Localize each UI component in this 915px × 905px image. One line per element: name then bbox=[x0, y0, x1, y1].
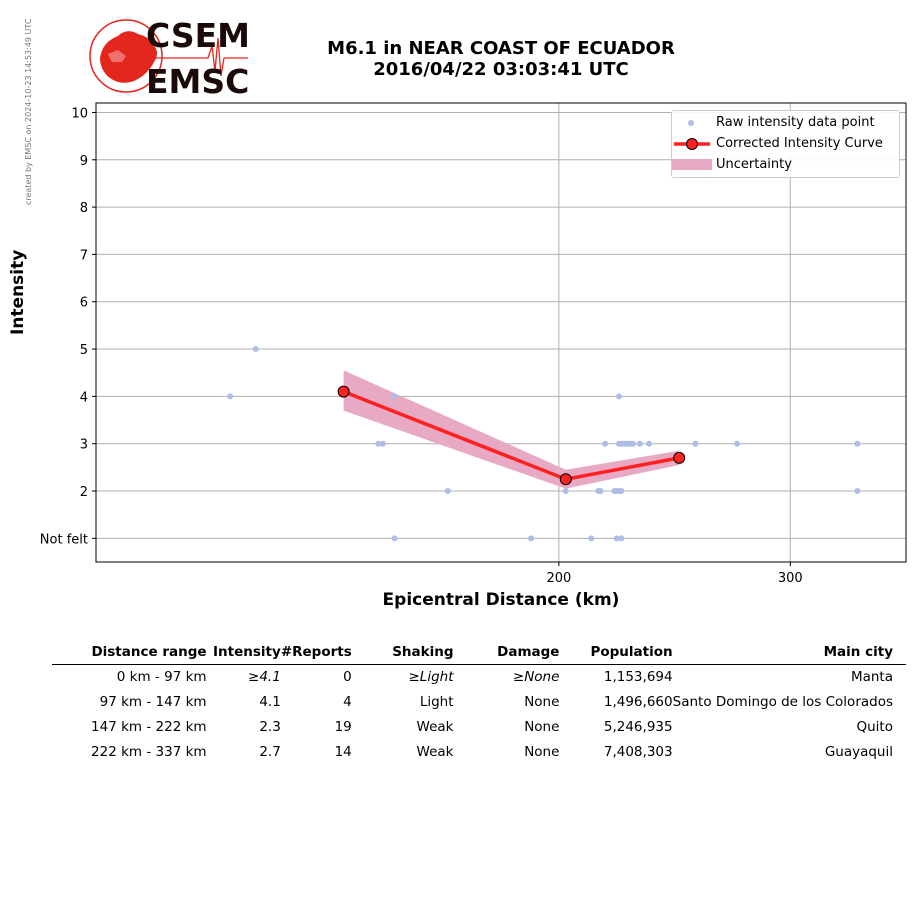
cell-city: Manta bbox=[850, 669, 893, 685]
y-tick-label: 3 bbox=[80, 438, 88, 453]
raw-data-point bbox=[562, 488, 569, 495]
raw-data-point bbox=[602, 440, 609, 447]
legend-item-uncertainty: Uncertainty bbox=[672, 155, 897, 175]
cell-range: 222 km - 337 km bbox=[91, 744, 207, 760]
raw-data-point bbox=[444, 488, 451, 495]
cell-damage: None bbox=[524, 719, 560, 735]
cell-city: Santo Domingo de los Colorados bbox=[672, 694, 893, 710]
cell-city: Quito bbox=[856, 719, 894, 735]
header-population: Population bbox=[559, 642, 673, 665]
raw-data-point bbox=[618, 488, 625, 495]
header-main-city: Main city bbox=[672, 642, 906, 665]
intensity-table: Distance range Intensity #Reports Shakin… bbox=[52, 642, 906, 765]
chart-title-line2: 2016/04/22 03:03:41 UTC bbox=[373, 59, 629, 80]
y-axis-label: Intensity bbox=[8, 249, 28, 335]
cell-shaking: ≥Light bbox=[408, 669, 454, 685]
y-tick-label: Not felt bbox=[40, 532, 88, 547]
table-row: 97 km - 147 km 4.1 4 Light None 1,496,660 Sant… bbox=[52, 690, 906, 715]
raw-data-point bbox=[616, 393, 623, 400]
svg-text:EMSC: EMSC bbox=[146, 62, 249, 98]
chart-title: M6.1 in NEAR COAST OF ECUADOR 2016/04/22… bbox=[260, 38, 742, 80]
cell-range: 0 km - 97 km bbox=[116, 669, 207, 685]
table-row: 147 km - 222 km 2.3 19 Weak None 5,246,935 Qui… bbox=[52, 715, 906, 740]
legend-item-raw: Raw intensity data point bbox=[672, 113, 897, 133]
curve-marker bbox=[559, 473, 572, 486]
header-damage: Damage bbox=[453, 642, 560, 665]
header-intensity: Intensity bbox=[206, 642, 281, 665]
cell-intensity: 2.7 bbox=[259, 744, 281, 760]
cell-damage: ≥None bbox=[512, 669, 560, 685]
cell-range: 147 km - 222 km bbox=[91, 719, 207, 735]
raw-data-point bbox=[613, 535, 620, 542]
raw-data-point bbox=[692, 440, 699, 447]
cell-reports: 19 bbox=[334, 719, 352, 735]
legend-label-uncertainty: Uncertainty bbox=[716, 157, 792, 172]
raw-data-point bbox=[734, 440, 741, 447]
raw-data-point bbox=[227, 393, 234, 400]
y-tick-label: 6 bbox=[80, 296, 88, 311]
raw-data-point bbox=[588, 535, 595, 542]
cell-reports: 14 bbox=[334, 744, 352, 760]
cell-reports: 0 bbox=[343, 669, 352, 685]
table-header-row: Distance range Intensity #Reports Shakin… bbox=[52, 642, 906, 665]
y-tick-label: 4 bbox=[80, 390, 88, 405]
raw-data-point bbox=[854, 488, 861, 495]
raw-data-point bbox=[636, 440, 643, 447]
cell-reports: 4 bbox=[343, 694, 352, 710]
header-distance-range: Distance range bbox=[52, 642, 207, 665]
cell-population: 1,496,660 bbox=[603, 694, 673, 710]
plot-frame bbox=[95, 102, 907, 563]
cell-shaking: Light bbox=[419, 694, 454, 710]
chart-title-line1: M6.1 in NEAR COAST OF ECUADOR bbox=[327, 38, 675, 59]
y-tick-label: 9 bbox=[80, 154, 88, 169]
raw-data-point bbox=[252, 346, 259, 353]
table-row: 222 km - 337 km 2.7 14 Weak None 7,408,303 Gua… bbox=[52, 740, 906, 765]
y-tick-label: 2 bbox=[80, 485, 88, 500]
cell-shaking: Weak bbox=[416, 719, 454, 735]
cell-damage: None bbox=[524, 694, 560, 710]
header-shaking: Shaking bbox=[351, 642, 454, 665]
header-reports: #Reports bbox=[280, 642, 352, 665]
raw-data-point bbox=[646, 440, 653, 447]
raw-data-point bbox=[629, 440, 636, 447]
y-tick-label: 10 bbox=[71, 106, 88, 121]
cell-shaking: Weak bbox=[416, 744, 454, 760]
x-tick-label: 300 bbox=[778, 571, 803, 586]
cell-intensity: 2.3 bbox=[259, 719, 281, 735]
cell-intensity: 4.1 bbox=[259, 694, 281, 710]
x-axis-label: Epicentral Distance (km) bbox=[382, 590, 620, 610]
csem-emsc-logo: CSEM EMSC bbox=[88, 16, 258, 102]
raw-data-point bbox=[379, 440, 386, 447]
svg-text:CSEM: CSEM bbox=[146, 16, 250, 55]
legend: Raw intensity data point Corrected Inten… bbox=[671, 110, 900, 178]
uncertainty-band bbox=[343, 370, 680, 489]
raw-data-point bbox=[528, 535, 535, 542]
y-tick-label: 8 bbox=[80, 201, 88, 216]
cell-population: 1,153,694 bbox=[603, 669, 673, 685]
cell-damage: None bbox=[524, 744, 560, 760]
raw-data-point bbox=[597, 488, 604, 495]
raw-data-point bbox=[854, 440, 861, 447]
raw-data-point bbox=[618, 535, 625, 542]
y-tick-label: 5 bbox=[80, 343, 88, 358]
x-tick-label: 200 bbox=[546, 571, 571, 586]
curve-marker bbox=[673, 451, 686, 464]
y-tick-label: 7 bbox=[80, 248, 88, 263]
intensity-plot: Not felt 2 3 4 5 6 7 8 9 10 200 300 bbox=[40, 102, 907, 586]
cell-range: 97 km - 147 km bbox=[99, 694, 207, 710]
curve-marker bbox=[337, 385, 350, 398]
legend-label-curve: Corrected Intensity Curve bbox=[716, 136, 883, 151]
legend-label-raw: Raw intensity data point bbox=[716, 115, 875, 130]
cell-city: Guayaquil bbox=[824, 744, 893, 760]
raw-data-point bbox=[391, 535, 398, 542]
raw-data-point bbox=[375, 440, 382, 447]
cell-intensity: ≥4.1 bbox=[248, 669, 281, 685]
cell-population: 7,408,303 bbox=[603, 744, 673, 760]
raw-data-point bbox=[391, 393, 398, 400]
legend-item-curve: Corrected Intensity Curve bbox=[672, 134, 897, 154]
cell-population: 5,246,935 bbox=[603, 719, 673, 735]
table-row: 0 km - 97 km ≥4.1 0 ≥Light ≥None 1,153,694 Man… bbox=[52, 665, 906, 691]
